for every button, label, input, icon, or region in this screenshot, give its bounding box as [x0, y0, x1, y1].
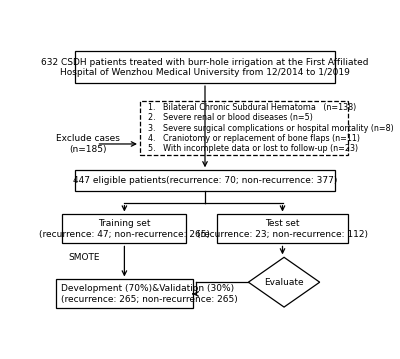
Text: 1.   Bilateral Chronic Subdural Hematoma   (n=138)
2.   Severe renal or blood di: 1. Bilateral Chronic Subdural Hematoma (…	[148, 103, 393, 153]
Text: Test set
(recurrence: 23; non-recurrence: 112): Test set (recurrence: 23; non-recurrence…	[197, 219, 368, 239]
FancyBboxPatch shape	[218, 214, 348, 243]
FancyBboxPatch shape	[56, 279, 193, 308]
FancyBboxPatch shape	[75, 51, 335, 83]
Text: 447 eligible patients(recurrence: 70; non-recurrence: 377): 447 eligible patients(recurrence: 70; no…	[73, 176, 337, 185]
Text: 632 CSDH patients treated with burr-hole irrigation at the First Affiliated
Hosp: 632 CSDH patients treated with burr-hole…	[41, 57, 369, 77]
Text: Training set
(recurrence: 47; non-recurrence: 265): Training set (recurrence: 47; non-recurr…	[39, 219, 210, 239]
Text: SMOTE: SMOTE	[69, 253, 100, 262]
FancyBboxPatch shape	[62, 214, 186, 243]
FancyBboxPatch shape	[140, 101, 348, 155]
Text: Development (70%)&Validation (30%)
(recurrence: 265; non-recurrence: 265): Development (70%)&Validation (30%) (recu…	[61, 284, 238, 304]
Text: Evaluate: Evaluate	[264, 278, 304, 287]
Text: Exclude cases
(n=185): Exclude cases (n=185)	[56, 134, 120, 154]
FancyBboxPatch shape	[75, 170, 335, 191]
Polygon shape	[248, 257, 320, 307]
